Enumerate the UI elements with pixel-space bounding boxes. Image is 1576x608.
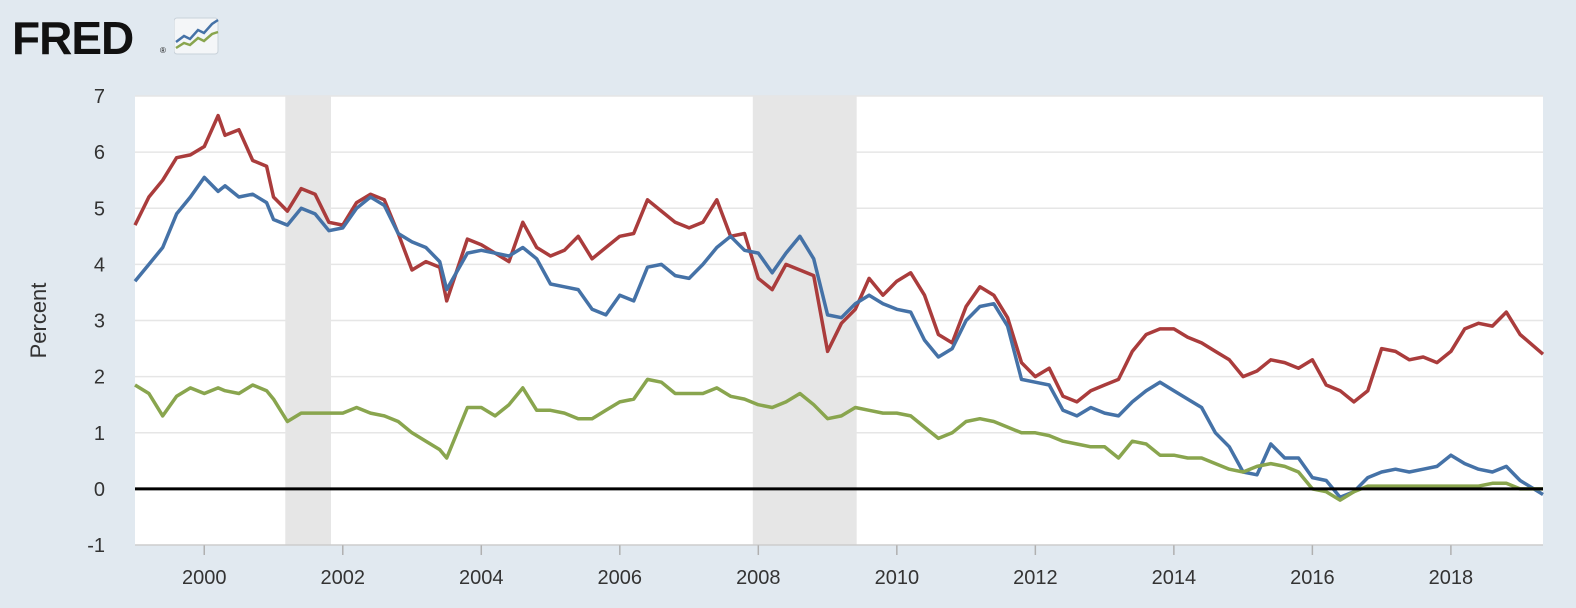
y-tick-label: -1 — [87, 535, 105, 557]
x-tick-label: 2002 — [321, 567, 366, 589]
y-tick-label: 7 — [94, 86, 105, 108]
y-tick-label: 6 — [94, 142, 105, 164]
series-lines — [133, 113, 1545, 502]
x-tick-label: 2016 — [1290, 567, 1335, 589]
fred-graph-icon — [174, 17, 219, 55]
y-tick-label: 5 — [94, 198, 105, 220]
y-tick-label: 0 — [94, 479, 105, 501]
x-axis-ticks: 2000 2002 2004 2006 2008 2010 2012 2014 2016 2018 — [135, 544, 1543, 589]
x-tick-label: 2014 — [1152, 567, 1197, 589]
y-axis-title: Percent — [26, 283, 51, 359]
x-tick-label: 2000 — [182, 567, 227, 589]
x-tick-label: 2012 — [1013, 567, 1058, 589]
x-tick-label: 2004 — [459, 567, 504, 589]
x-tick-label: 2018 — [1429, 567, 1474, 589]
green-series[interactable] — [134, 377, 1543, 502]
fred-logo[interactable]: FRED — [12, 12, 134, 64]
y-tick-label: 2 — [94, 367, 105, 389]
y-axis-ticks: -1 0 1 2 3 4 5 6 7 — [87, 86, 105, 557]
y-tick-label: 3 — [94, 311, 105, 333]
x-tick-label: 2010 — [875, 567, 920, 589]
registered-mark: ® — [160, 46, 166, 55]
header: FRED ® — [0, 0, 1576, 70]
x-tick-label: 2008 — [736, 567, 781, 589]
y-tick-label: 4 — [94, 254, 105, 276]
blue-series[interactable] — [133, 175, 1544, 500]
red-series[interactable] — [133, 113, 1545, 404]
x-tick-label: 2006 — [598, 567, 643, 589]
y-tick-label: 1 — [94, 423, 105, 445]
